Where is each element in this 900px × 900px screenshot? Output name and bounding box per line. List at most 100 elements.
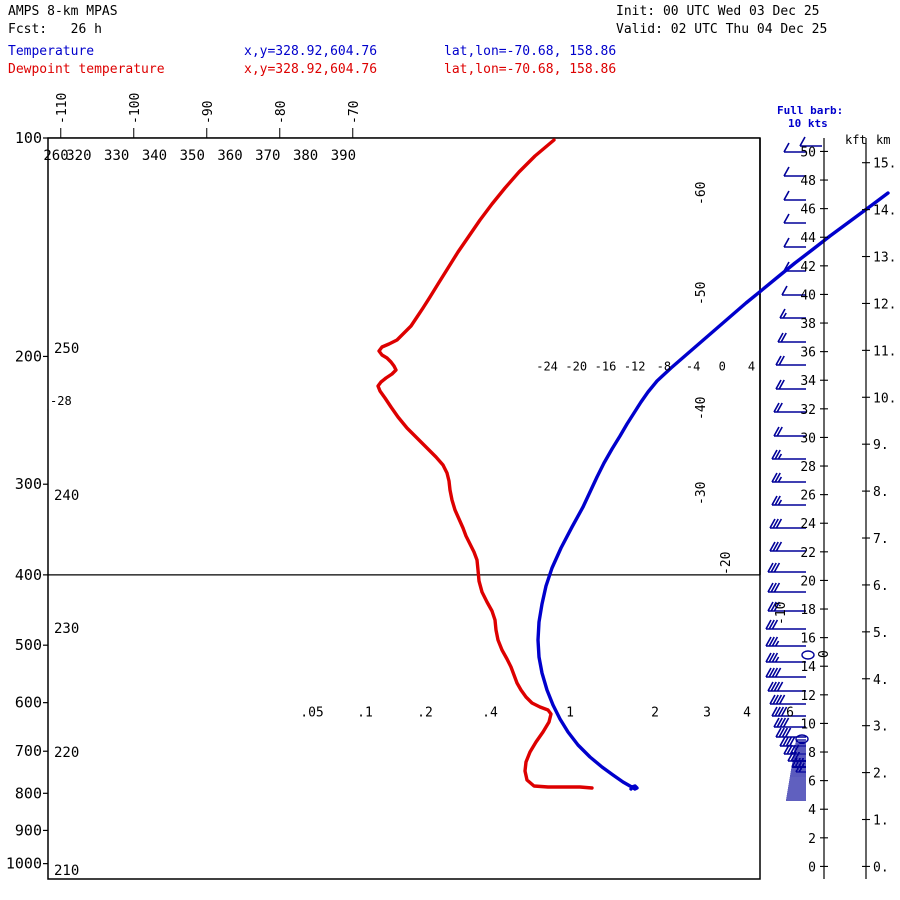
svg-text:-10: -10: [774, 602, 789, 625]
svg-text:20: 20: [800, 574, 816, 589]
dewpoint-legend-label: Dewpoint temperature: [8, 62, 165, 77]
svg-text:700: 700: [15, 742, 42, 760]
svg-text:0.: 0.: [873, 860, 889, 875]
svg-text:-24: -24: [536, 359, 558, 373]
svg-text:30: 30: [800, 431, 816, 446]
km-axis-title: km: [876, 133, 891, 147]
sounding-profiles: [376, 138, 890, 791]
svg-text:400: 400: [15, 566, 42, 584]
svg-text:1: 1: [566, 706, 574, 721]
svg-text:42: 42: [800, 260, 816, 275]
svg-text:22: 22: [800, 546, 816, 561]
svg-text:320: 320: [66, 148, 91, 164]
svg-text:250: 250: [54, 341, 79, 357]
svg-text:230: 230: [54, 621, 79, 637]
svg-text:1.: 1.: [873, 814, 889, 829]
svg-text:18: 18: [800, 603, 816, 618]
svg-text:5.: 5.: [873, 626, 889, 641]
svg-text:100: 100: [15, 129, 42, 147]
svg-text:10.: 10.: [873, 391, 896, 406]
svg-text:-40: -40: [694, 397, 709, 420]
svg-text:300: 300: [15, 475, 42, 493]
svg-text:46: 46: [800, 203, 816, 218]
svg-text:36: 36: [800, 346, 816, 361]
temperature-xy-readout: x,y=328.92,604.76: [244, 44, 378, 59]
svg-text:-50: -50: [694, 282, 709, 305]
svg-text:340: 340: [142, 148, 167, 164]
svg-text:600: 600: [15, 694, 42, 712]
svg-text:.1: .1: [357, 706, 373, 721]
plot-frame: [47, 137, 761, 880]
svg-text:2.: 2.: [873, 767, 889, 782]
svg-text:220: 220: [54, 745, 79, 761]
svg-text:.4: .4: [482, 706, 498, 721]
svg-text:14.: 14.: [873, 204, 896, 219]
svg-text:7.: 7.: [873, 532, 889, 547]
svg-text:12.: 12.: [873, 297, 896, 312]
valid-time: Valid: 02 UTC Thu 04 Dec 25: [616, 22, 828, 37]
svg-text:50: 50: [800, 145, 816, 160]
svg-text:48: 48: [800, 174, 816, 189]
svg-text:28: 28: [800, 460, 816, 475]
svg-text:900: 900: [15, 821, 42, 839]
svg-text:-20: -20: [565, 359, 587, 373]
svg-text:6: 6: [786, 706, 794, 721]
svg-text:44: 44: [800, 231, 816, 246]
init-time: Init: 00 UTC Wed 03 Dec 25: [616, 4, 820, 19]
svg-text:-20: -20: [719, 552, 734, 575]
svg-text:3: 3: [703, 706, 711, 721]
svg-text:380: 380: [293, 148, 318, 164]
svg-text:11.: 11.: [873, 344, 896, 359]
temperature-legend-label: Temperature: [8, 44, 95, 59]
kft-axis-title: kft: [845, 133, 867, 147]
svg-text:4: 4: [748, 359, 755, 373]
full-barb-legend-line1: Full barb:: [777, 104, 844, 117]
dewpoint-latlon-readout: lat,lon=-70.68, 158.86: [444, 62, 617, 77]
forecast-hour: Fcst: 26 h: [8, 22, 102, 37]
svg-text:-110: -110: [55, 93, 70, 124]
svg-text:15.: 15.: [873, 157, 896, 172]
svg-text:-28: -28: [50, 394, 72, 408]
svg-text:6: 6: [808, 775, 816, 790]
svg-text:2: 2: [808, 832, 816, 847]
svg-text:34: 34: [800, 374, 816, 389]
svg-text:9.: 9.: [873, 438, 889, 453]
svg-text:3.: 3.: [873, 720, 889, 735]
svg-text:-12: -12: [624, 359, 646, 373]
svg-text:350: 350: [180, 148, 205, 164]
svg-text:210: 210: [54, 863, 79, 879]
svg-text:12: 12: [800, 689, 816, 704]
svg-text:1000: 1000: [6, 855, 42, 873]
svg-text:4: 4: [743, 706, 751, 721]
svg-text:13.: 13.: [873, 251, 896, 266]
svg-text:24: 24: [800, 517, 816, 532]
svg-text:40: 40: [800, 288, 816, 303]
model-title: AMPS 8-km MPAS: [8, 4, 118, 19]
svg-text:-100: -100: [128, 93, 143, 124]
svg-text:330: 330: [104, 148, 129, 164]
temperature-latlon-readout: lat,lon=-70.68, 158.86: [444, 44, 617, 59]
svg-text:0: 0: [808, 860, 816, 875]
svg-text:8.: 8.: [873, 485, 889, 500]
svg-text:500: 500: [15, 636, 42, 654]
svg-text:-90: -90: [201, 101, 216, 124]
svg-text:2: 2: [651, 706, 659, 721]
svg-text:4.: 4.: [873, 673, 889, 688]
svg-text:.05: .05: [300, 706, 323, 721]
svg-text:-16: -16: [595, 359, 617, 373]
svg-text:-70: -70: [347, 101, 362, 124]
svg-text:240: 240: [54, 488, 79, 504]
svg-text:-30: -30: [694, 482, 709, 505]
svg-text:4: 4: [808, 803, 816, 818]
svg-text:8: 8: [808, 746, 816, 761]
svg-text:16: 16: [800, 632, 816, 647]
svg-text:-8: -8: [657, 359, 671, 373]
svg-text:260: 260: [43, 148, 68, 164]
svg-text:-4: -4: [686, 359, 700, 373]
svg-text:370: 370: [255, 148, 280, 164]
svg-text:38: 38: [800, 317, 816, 332]
svg-text:390: 390: [331, 148, 356, 164]
svg-text:200: 200: [15, 347, 42, 365]
